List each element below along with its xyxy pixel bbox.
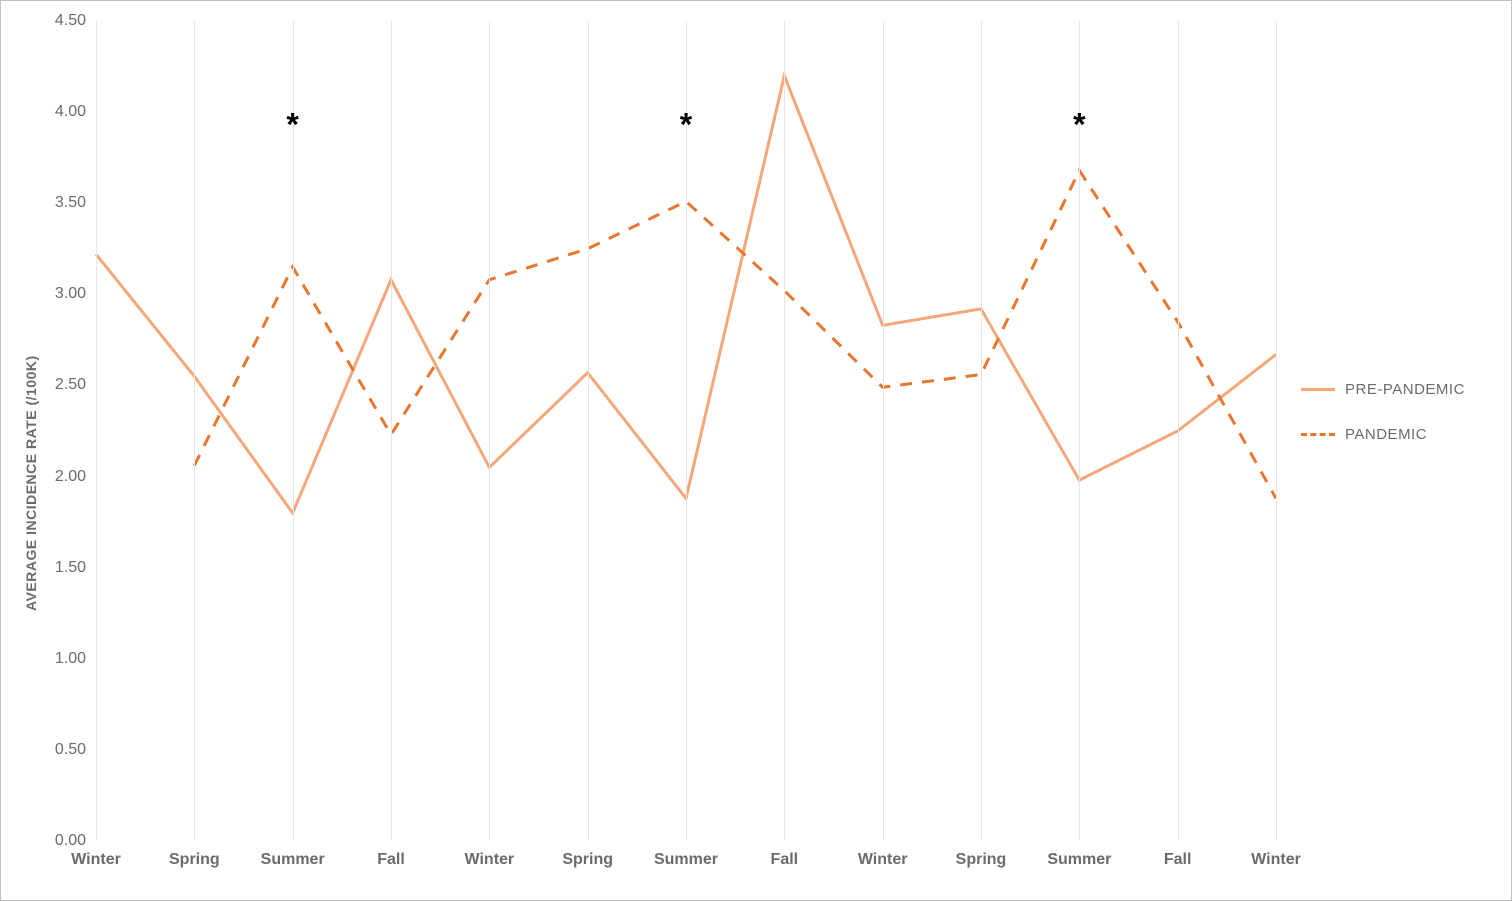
legend-item: PRE-PANDEMIC xyxy=(1301,381,1465,398)
gridline-vertical xyxy=(883,21,884,841)
x-tick-label: Winter xyxy=(71,851,121,869)
annotation-asterisk: * xyxy=(286,106,298,143)
y-tick-label: 2.50 xyxy=(55,376,86,394)
y-tick-label: 3.50 xyxy=(55,194,86,212)
gridline-vertical xyxy=(391,21,392,841)
gridline-vertical xyxy=(784,21,785,841)
x-tick-label: Summer xyxy=(1047,851,1111,869)
y-tick-label: 3.00 xyxy=(55,285,86,303)
gridline-vertical xyxy=(1276,21,1277,841)
series-line xyxy=(194,170,1276,498)
y-tick-label: 0.00 xyxy=(55,832,86,850)
x-tick-label: Winter xyxy=(858,851,908,869)
x-tick-label: Spring xyxy=(169,851,220,869)
y-tick-label: 4.00 xyxy=(55,103,86,121)
gridline-vertical xyxy=(1079,21,1080,841)
annotation-asterisk: * xyxy=(1073,106,1085,143)
x-tick-label: Fall xyxy=(377,851,405,869)
legend: PRE-PANDEMIC PANDEMIC xyxy=(1301,381,1465,471)
x-tick-label: Fall xyxy=(771,851,799,869)
gridline-vertical xyxy=(194,21,195,841)
gridline-vertical xyxy=(293,21,294,841)
x-tick-label: Fall xyxy=(1164,851,1192,869)
y-tick-label: 1.00 xyxy=(55,650,86,668)
gridline-vertical xyxy=(981,21,982,841)
legend-label: PRE-PANDEMIC xyxy=(1345,381,1465,398)
plot-area: WinterSpringSummerFallWinterSpringSummer… xyxy=(96,21,1276,841)
gridline-vertical xyxy=(686,21,687,841)
y-tick-label: 2.00 xyxy=(55,468,86,486)
x-tick-label: Summer xyxy=(261,851,325,869)
x-tick-label: Spring xyxy=(562,851,613,869)
y-tick-label: 4.50 xyxy=(55,12,86,30)
y-axis-title: AVERAGE INCIDENCE RATE (/100K) xyxy=(23,356,39,612)
legend-label: PANDEMIC xyxy=(1345,426,1427,443)
gridline-vertical xyxy=(1178,21,1179,841)
legend-item: PANDEMIC xyxy=(1301,426,1465,443)
annotation-asterisk: * xyxy=(680,106,692,143)
x-tick-label: Spring xyxy=(956,851,1007,869)
y-tick-label: 1.50 xyxy=(55,559,86,577)
gridline-vertical xyxy=(588,21,589,841)
chart-container: Winter Spring Summer Fall Winter Spring Summer… xyxy=(0,0,1512,901)
x-tick-label: Winter xyxy=(1251,851,1301,869)
y-tick-label: 0.50 xyxy=(55,741,86,759)
legend-swatch xyxy=(1301,388,1335,391)
gridline-vertical xyxy=(96,21,97,841)
gridline-vertical xyxy=(489,21,490,841)
legend-swatch xyxy=(1301,433,1335,436)
x-tick-label: Summer xyxy=(654,851,718,869)
x-tick-label: Winter xyxy=(465,851,515,869)
